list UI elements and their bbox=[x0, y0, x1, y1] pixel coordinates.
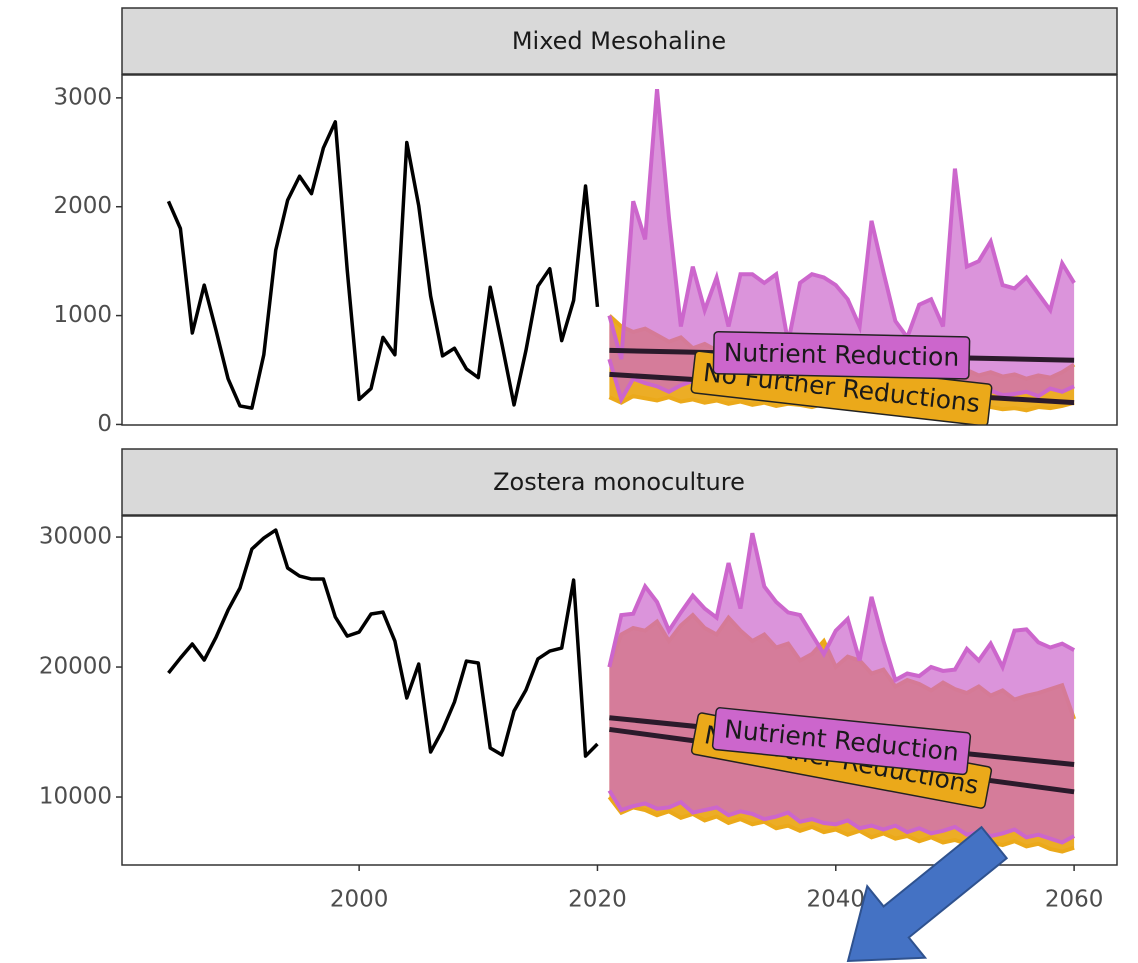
trend-label-text: Nutrient Reduction bbox=[723, 338, 959, 372]
arrow-shape bbox=[846, 825, 1009, 963]
x-tick-label: 2060 bbox=[1045, 887, 1104, 913]
panel-1: Zostera monoculture bbox=[121, 448, 1118, 516]
x-tick-label: 2020 bbox=[568, 887, 627, 913]
y-tick-label: 30000 bbox=[39, 524, 112, 550]
observed-line bbox=[167, 528, 599, 758]
trend-label: Nutrient Reduction bbox=[712, 330, 971, 380]
trend-label-box bbox=[712, 330, 971, 380]
panel-0: Mixed Mesohaline bbox=[121, 7, 1118, 75]
strip bbox=[121, 7, 1118, 75]
y-tick-label: 20000 bbox=[39, 654, 112, 680]
panel-border bbox=[121, 74, 1118, 426]
ribbon-lower bbox=[607, 789, 1076, 845]
panel-border bbox=[121, 515, 1118, 866]
strip bbox=[121, 448, 1118, 516]
ribbon-lower bbox=[607, 795, 1075, 854]
y-tick-label: 3000 bbox=[53, 84, 112, 110]
observed-line bbox=[166, 120, 600, 410]
trend-label-box bbox=[711, 707, 972, 776]
x-tick-label: 2000 bbox=[330, 887, 389, 913]
arrow bbox=[846, 825, 1009, 963]
ribbon-upper bbox=[607, 532, 1076, 683]
y-tick-label: 2000 bbox=[53, 193, 112, 219]
strip-title: Mixed Mesohaline bbox=[512, 27, 726, 55]
y-tick-label: 10000 bbox=[39, 784, 112, 810]
y-tick-label: 1000 bbox=[53, 302, 112, 328]
ribbon-upper bbox=[607, 88, 1076, 360]
y-tick-label: 0 bbox=[97, 411, 112, 437]
strip-title: Zostera monoculture bbox=[493, 468, 745, 496]
x-tick-label: 2040 bbox=[807, 887, 866, 913]
